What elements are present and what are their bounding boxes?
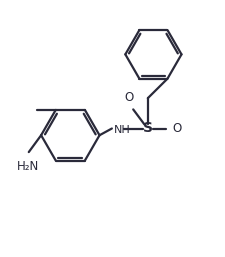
Text: S: S (142, 122, 152, 135)
Text: NH: NH (114, 125, 130, 135)
Text: H₂N: H₂N (16, 160, 39, 173)
Text: O: O (124, 91, 133, 104)
Text: O: O (171, 122, 180, 135)
